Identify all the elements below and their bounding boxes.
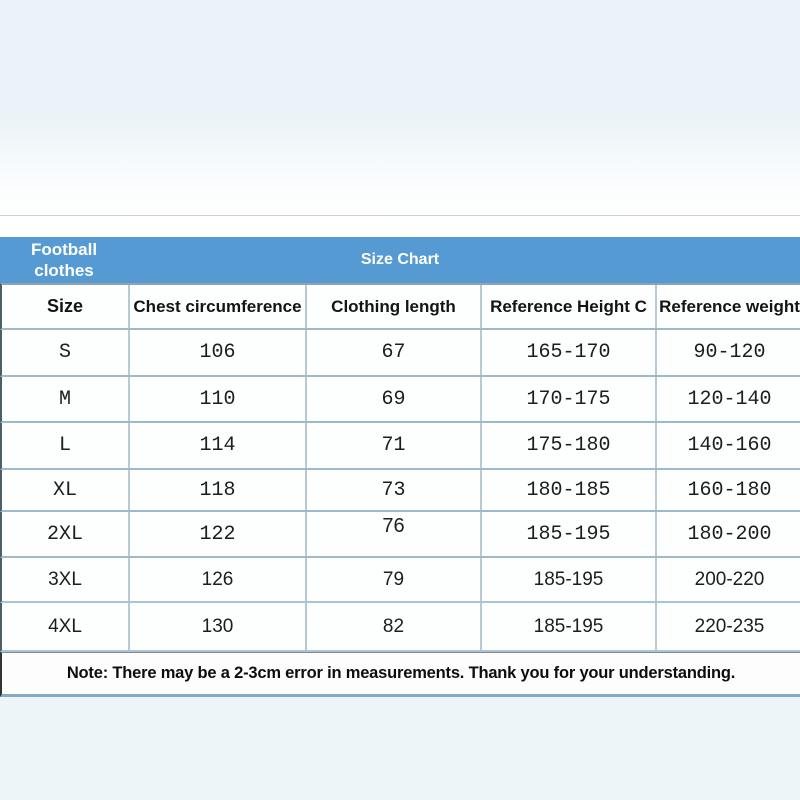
height-value: 180-185 xyxy=(482,470,657,510)
size-chart-title: Size Chart xyxy=(360,251,440,268)
chest-value: 106 xyxy=(130,330,307,375)
length-value: 71 xyxy=(307,423,482,468)
product-photo-background xyxy=(0,0,800,215)
weight-value: 160-180 xyxy=(687,478,772,502)
chest-value: 122 xyxy=(130,512,307,556)
height-value: 185-195 xyxy=(482,603,657,650)
bottom-background xyxy=(0,697,800,800)
height-value: 175-180 xyxy=(482,423,657,468)
size-label: 4XL xyxy=(2,603,130,650)
table-row-s: S 106 67 165-170 90-120 xyxy=(0,330,800,377)
size-label: 3XL xyxy=(2,558,130,601)
table-row-3xl: 3XL 126 79 185-195 200-220 xyxy=(0,558,800,603)
length-value: 76 xyxy=(307,512,482,556)
length-value: 82 xyxy=(307,603,482,650)
table-row-l: L 114 71 175-180 140-160 xyxy=(0,423,800,470)
table-title-bar: Football clothes Size Chart xyxy=(0,237,800,283)
table-row-xl: XL 118 73 180-185 160-180 xyxy=(0,470,800,512)
weight-value: 220-235 xyxy=(694,615,765,637)
chest-value: 114 xyxy=(130,423,307,468)
chest-value: 118 xyxy=(130,470,307,510)
column-header-chest: Chest circumference xyxy=(130,285,307,328)
size-label: 2XL xyxy=(2,512,130,556)
size-label: S xyxy=(2,330,130,375)
weight-value: 140-160 xyxy=(687,434,772,457)
table-row-4xl: 4XL 130 82 185-195 220-235 xyxy=(0,603,800,652)
chest-value: 110 xyxy=(130,377,307,421)
horizontal-divider xyxy=(0,215,800,216)
size-label: L xyxy=(2,423,130,468)
column-header-size: Size xyxy=(2,285,130,328)
height-value: 170-175 xyxy=(482,377,657,421)
chest-value: 126 xyxy=(130,558,307,601)
height-value: 165-170 xyxy=(482,330,657,375)
column-header-length: Clothing length xyxy=(307,285,482,328)
height-value: 185-195 xyxy=(482,512,657,556)
column-header-weight: Reference weight xyxy=(659,296,800,316)
length-value: 73 xyxy=(307,470,482,510)
table-row-2xl: 2XL 122 76 185-195 180-200 xyxy=(0,512,800,558)
size-label: XL xyxy=(2,470,130,510)
weight-value: 200-220 xyxy=(694,568,765,590)
length-value: 79 xyxy=(307,558,482,601)
table-row-m: M 110 69 170-175 120-140 xyxy=(0,377,800,423)
weight-value: 120-140 xyxy=(687,387,772,411)
weight-value: 180-200 xyxy=(687,522,772,546)
height-value: 185-195 xyxy=(482,558,657,601)
column-header-height: Reference Height C xyxy=(482,285,657,328)
measurement-note: Note: There may be a 2-3cm error in meas… xyxy=(0,652,800,697)
size-chart-table: Football clothes Size Chart Size Chest c… xyxy=(0,237,800,697)
weight-value: 90-120 xyxy=(693,341,766,364)
size-label: M xyxy=(2,377,130,421)
chest-value: 130 xyxy=(130,603,307,650)
table-header-row: Size Chest circumference Clothing length… xyxy=(0,283,800,330)
spacer xyxy=(0,216,800,237)
length-value: 69 xyxy=(307,377,482,421)
product-name: Football clothes xyxy=(30,240,98,280)
length-value: 67 xyxy=(307,330,482,375)
